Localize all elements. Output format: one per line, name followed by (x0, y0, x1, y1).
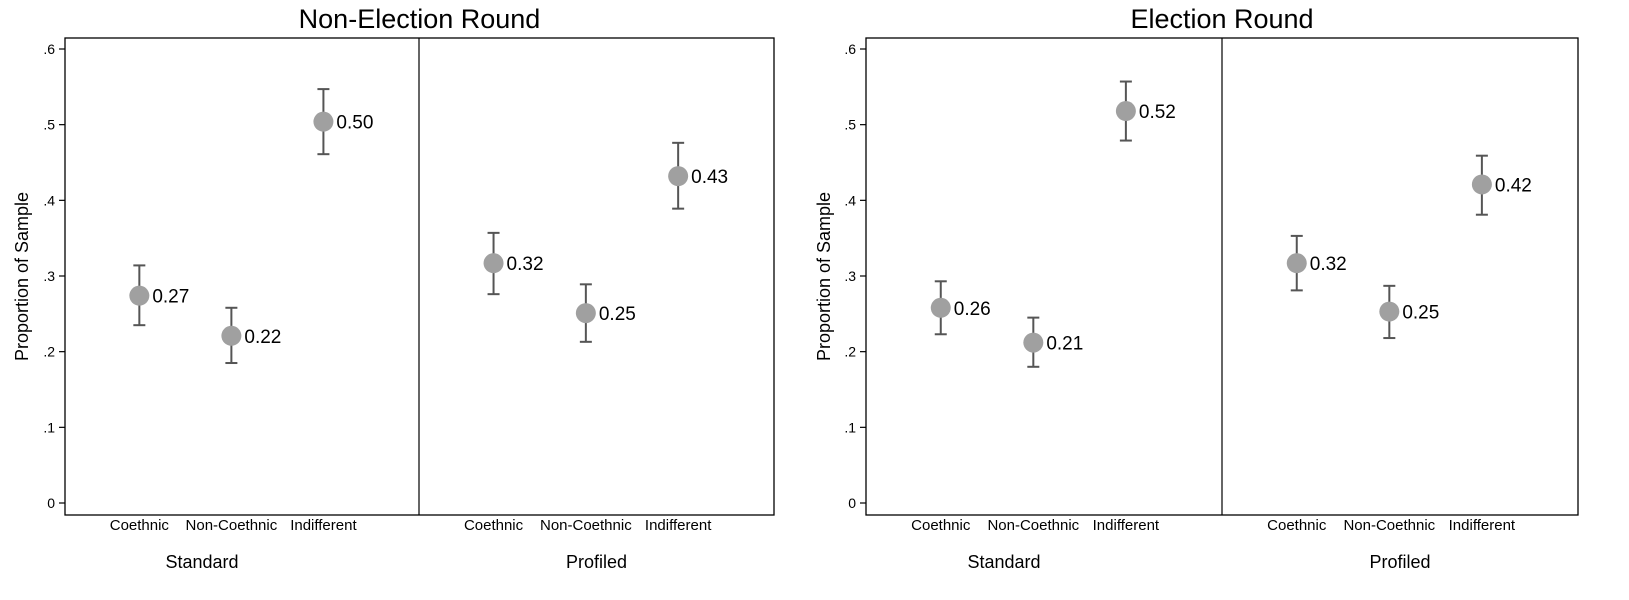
y-tick-label: .3 (844, 268, 856, 284)
data-point (129, 285, 150, 306)
data-point (1379, 301, 1400, 322)
panel-standard: Standard Coethnic 0.26 Non-Coethnic 0.21 Indi… (911, 80, 1176, 572)
y-tick-label: .6 (844, 41, 856, 57)
data-label: 0.25 (599, 304, 636, 325)
panel-label: Profiled (566, 552, 627, 572)
y-tick-label: .4 (844, 192, 856, 208)
panel-standard: Standard Coethnic 0.27 Non-Coethnic 0.22 Indi… (110, 88, 373, 572)
x-tick-label: Non-Coethnic (540, 517, 632, 534)
y-axis-label: Proportion of Sample (12, 192, 32, 361)
data-point (575, 303, 596, 324)
x-tick-label: Indifferent (645, 517, 712, 534)
x-tick-label: Non-Coethnic (1343, 517, 1435, 534)
chart-title: Non-Election Round (299, 4, 541, 34)
x-tick-label: Coethnic (110, 517, 170, 534)
data-point (221, 325, 242, 346)
data-label: 0.32 (1310, 254, 1347, 275)
x-tick-label: Indifferent (290, 517, 357, 534)
data-point (1023, 332, 1044, 353)
x-tick-label: Non-Coethnic (987, 517, 1079, 534)
data-label: 0.42 (1495, 175, 1532, 196)
data-label: 0.32 (507, 254, 544, 275)
x-tick-label: Non-Coethnic (186, 517, 278, 534)
y-tick-label: .3 (43, 268, 55, 284)
data-label: 0.21 (1046, 334, 1083, 355)
data-point (1471, 174, 1492, 195)
data-label: 0.25 (1402, 303, 1439, 324)
data-point (930, 297, 951, 318)
y-tick-label: .1 (43, 419, 55, 435)
panel-label: Standard (967, 552, 1040, 572)
y-tick-label: .4 (43, 192, 55, 208)
y-tick-label: .5 (844, 117, 856, 133)
y-tick-label: .5 (43, 117, 55, 133)
x-tick-label: Coethnic (911, 517, 971, 534)
y-tick-label: 0 (848, 495, 856, 511)
y-tick-label: 0 (47, 495, 55, 511)
panel-profiled: Profiled Coethnic 0.32 Non-Coethnic 0.25 Indi… (1267, 154, 1532, 572)
data-label: 0.27 (152, 287, 189, 308)
y-tick-label: .2 (43, 344, 55, 360)
data-label: 0.43 (691, 167, 728, 188)
data-label: 0.22 (244, 327, 281, 348)
data-point (1115, 101, 1136, 122)
data-label: 0.26 (954, 299, 991, 320)
chart-1: Non-Election Round Proportion of Sample 0.… (12, 4, 775, 572)
data-point (483, 253, 504, 274)
y-tick-label: .1 (844, 419, 856, 435)
data-point (313, 111, 334, 132)
data-label: 0.50 (336, 113, 373, 134)
x-tick-label: Coethnic (464, 517, 524, 534)
data-point (668, 166, 689, 187)
chart-2: Election Round Proportion of Sample 0 .1 .2.… (814, 4, 1579, 572)
x-tick-label: Indifferent (1093, 517, 1160, 534)
panel-label: Standard (165, 552, 238, 572)
data-label: 0.52 (1139, 102, 1176, 123)
panel-label: Profiled (1369, 552, 1430, 572)
data-point (1286, 253, 1307, 274)
panel-profiled: Profiled Coethnic 0.32 Non-Coethnic 0.25 Indi… (464, 141, 728, 572)
x-tick-label: Coethnic (1267, 517, 1327, 534)
y-tick-label: .6 (43, 41, 55, 57)
chart-title: Election Round (1130, 4, 1313, 34)
y-tick-label: .2 (844, 344, 856, 360)
x-tick-label: Indifferent (1449, 517, 1516, 534)
y-axis-label: Proportion of Sample (814, 192, 834, 361)
